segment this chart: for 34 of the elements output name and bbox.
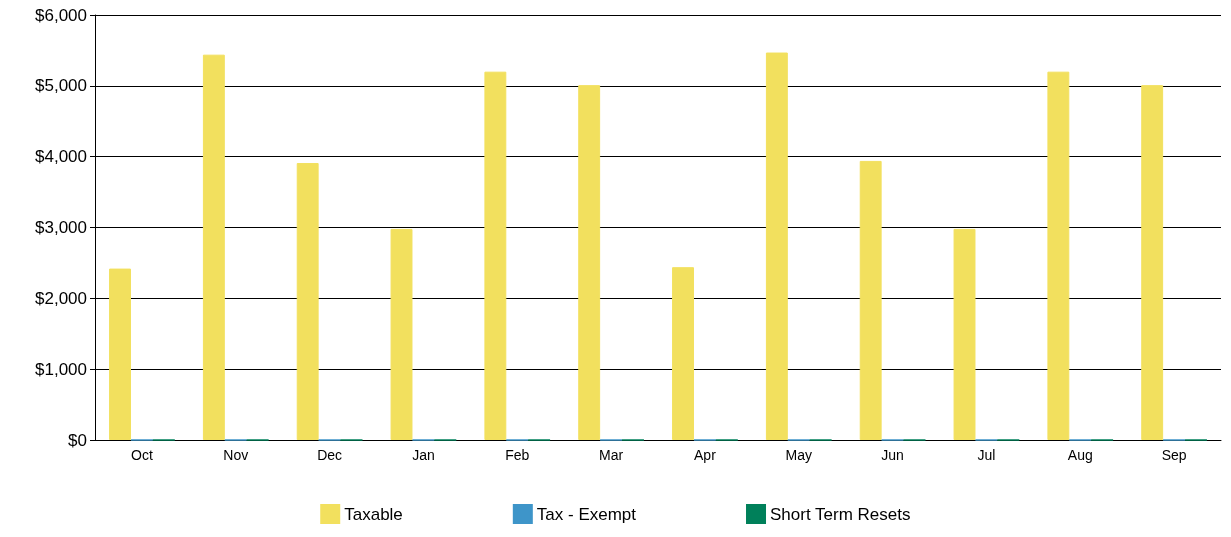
bar [202,54,225,440]
bar [859,160,882,440]
x-tick-label: Oct [131,447,153,463]
bar [1047,71,1070,440]
x-tick-label: Dec [317,447,343,463]
x-tick-label: Jul [977,447,996,463]
y-tick-label: $4,000 [35,147,87,167]
x-tick-label: Sep [1161,447,1187,463]
bar [953,228,976,440]
y-tick-label: $2,000 [35,288,87,308]
y-tick-label: $0 [68,430,87,450]
legend-label: Tax - Exempt [536,504,637,524]
x-tick-label: Jan [412,447,435,463]
bar [296,163,319,440]
y-tick-label: $3,000 [35,218,87,237]
bar [578,85,601,440]
x-tick-label: Mar [599,447,624,463]
x-tick-label: Nov [223,447,249,463]
bar [390,228,413,440]
y-tick-label: $6,000 [35,5,87,25]
bar [1141,85,1164,440]
x-tick-label: Jun [881,447,904,463]
bar [109,268,131,440]
bar [484,71,507,440]
x-tick-label: Apr [694,447,717,463]
x-tick-label: Aug [1067,447,1093,463]
bar [672,267,694,440]
legend-label: Short Term Resets [770,504,911,524]
x-tick-label: May [785,447,812,463]
y-tick-label: $1,000 [35,359,87,379]
legend-label: Taxable [344,504,403,524]
y-tick-label: $5,000 [35,76,87,96]
x-tick-label: Feb [505,447,530,463]
bar [765,52,788,440]
